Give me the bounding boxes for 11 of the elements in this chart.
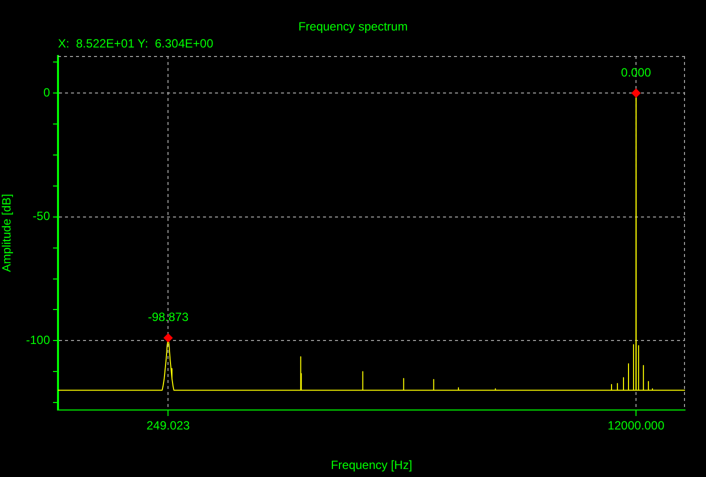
y-axis-title: Amplitude [dB] [0, 194, 14, 272]
annotation: -98.873 [148, 310, 189, 324]
y-tick-label: -100 [26, 333, 50, 347]
text: X: 8.522E+01 Y: 6.304E+00 [58, 36, 214, 50]
y-tick-label: -50 [32, 209, 50, 224]
x-tick-label: 249.023 [146, 418, 190, 433]
y-tick-label: 0 [43, 85, 50, 100]
chart-title: Frequency spectrum [298, 19, 408, 34]
annotation: 0.000 [621, 65, 652, 80]
x-axis-title: Frequency [Hz] [330, 458, 412, 472]
x-tick-label: 12000.000 [608, 418, 665, 433]
